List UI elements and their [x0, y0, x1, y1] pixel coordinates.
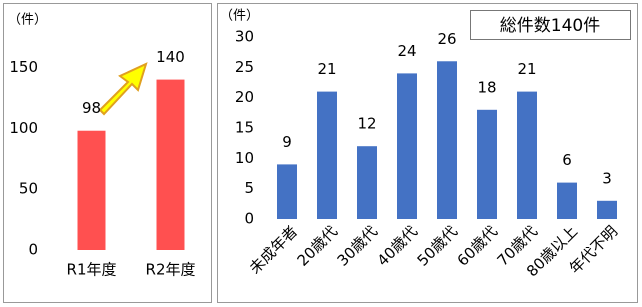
data-label: 98	[82, 99, 101, 117]
y-tick-label: 20	[235, 88, 254, 106]
data-label: 21	[517, 60, 536, 78]
y-tick-label: 100	[9, 119, 38, 137]
bar	[277, 164, 297, 219]
right-panel	[217, 3, 638, 303]
bar	[156, 79, 185, 250]
title-box	[470, 10, 631, 40]
y-tick-label: 25	[235, 58, 254, 76]
y-tick-label: 150	[9, 58, 38, 76]
left-panel	[3, 3, 212, 303]
bar	[557, 182, 577, 219]
x-tick-label: 30歳代	[334, 222, 381, 269]
y-tick-label: 5	[244, 179, 254, 197]
data-label: 26	[437, 30, 456, 48]
x-tick-label: 60歳代	[454, 222, 501, 269]
chart-title: 総件数140件	[500, 16, 600, 36]
x-tick-label: 40歳代	[374, 222, 421, 269]
data-label: 9	[282, 133, 292, 151]
bar	[517, 91, 537, 219]
data-label: 18	[477, 78, 496, 96]
bar	[357, 146, 377, 219]
bar	[77, 130, 106, 250]
bar	[437, 61, 457, 220]
bar	[317, 91, 337, 219]
data-label: 140	[156, 48, 185, 66]
data-label: 24	[397, 42, 416, 60]
y-tick-label: 0	[28, 241, 38, 259]
bar	[477, 109, 497, 219]
x-tick-label: 20歳代	[294, 222, 341, 269]
data-label: 3	[602, 169, 612, 187]
x-tick-label: 50歳代	[414, 222, 461, 269]
y-tick-label: 10	[235, 149, 254, 167]
unit-label: （件）	[8, 13, 47, 28]
y-tick-label: 15	[235, 119, 254, 137]
x-tick-label: R1年度	[67, 261, 117, 279]
data-label: 21	[317, 60, 336, 78]
increase-arrow	[98, 62, 148, 116]
x-tick-label: R2年度	[146, 261, 196, 279]
data-label: 6	[562, 151, 572, 169]
data-label: 12	[357, 115, 376, 133]
bar	[397, 73, 417, 220]
unit-label: （件）	[220, 9, 259, 24]
y-tick-label: 30	[235, 28, 254, 46]
y-tick-label: 0	[244, 210, 254, 228]
x-tick-label: 未成年者	[246, 222, 301, 277]
bar	[597, 200, 617, 219]
y-tick-label: 50	[19, 180, 38, 198]
